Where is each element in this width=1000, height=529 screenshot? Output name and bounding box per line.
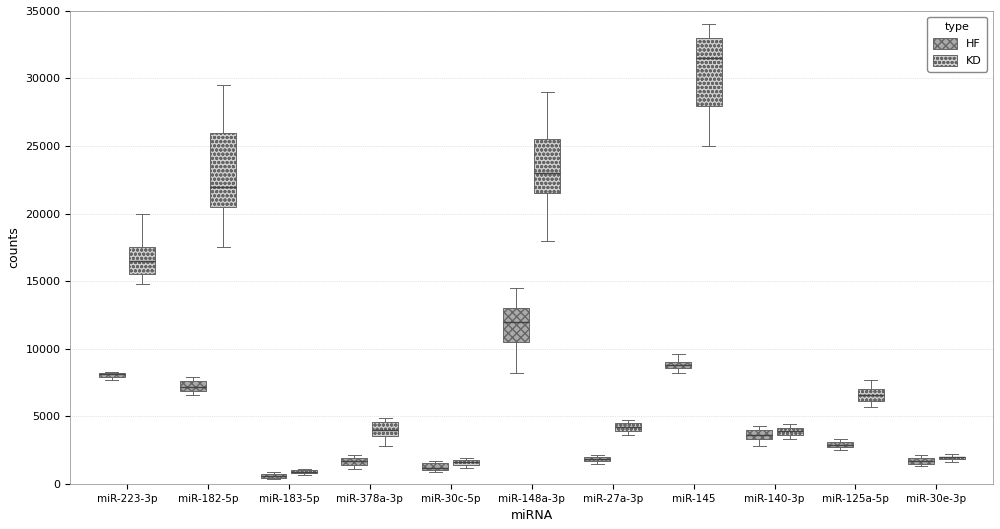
PathPatch shape <box>99 373 125 377</box>
PathPatch shape <box>858 389 884 402</box>
PathPatch shape <box>210 133 236 207</box>
Legend: HF, KD: HF, KD <box>927 16 987 71</box>
PathPatch shape <box>453 460 479 465</box>
PathPatch shape <box>584 457 610 461</box>
PathPatch shape <box>827 442 853 448</box>
PathPatch shape <box>261 475 286 478</box>
PathPatch shape <box>939 457 965 460</box>
PathPatch shape <box>503 308 529 342</box>
PathPatch shape <box>291 470 317 473</box>
PathPatch shape <box>372 422 398 436</box>
PathPatch shape <box>746 430 772 439</box>
PathPatch shape <box>665 362 691 368</box>
PathPatch shape <box>341 458 367 465</box>
X-axis label: miRNA: miRNA <box>511 509 553 522</box>
PathPatch shape <box>908 458 934 463</box>
PathPatch shape <box>422 463 448 470</box>
Y-axis label: counts: counts <box>7 226 20 268</box>
PathPatch shape <box>696 38 722 105</box>
PathPatch shape <box>615 423 641 431</box>
PathPatch shape <box>180 381 206 390</box>
PathPatch shape <box>534 139 560 193</box>
PathPatch shape <box>129 248 155 275</box>
PathPatch shape <box>777 428 803 435</box>
